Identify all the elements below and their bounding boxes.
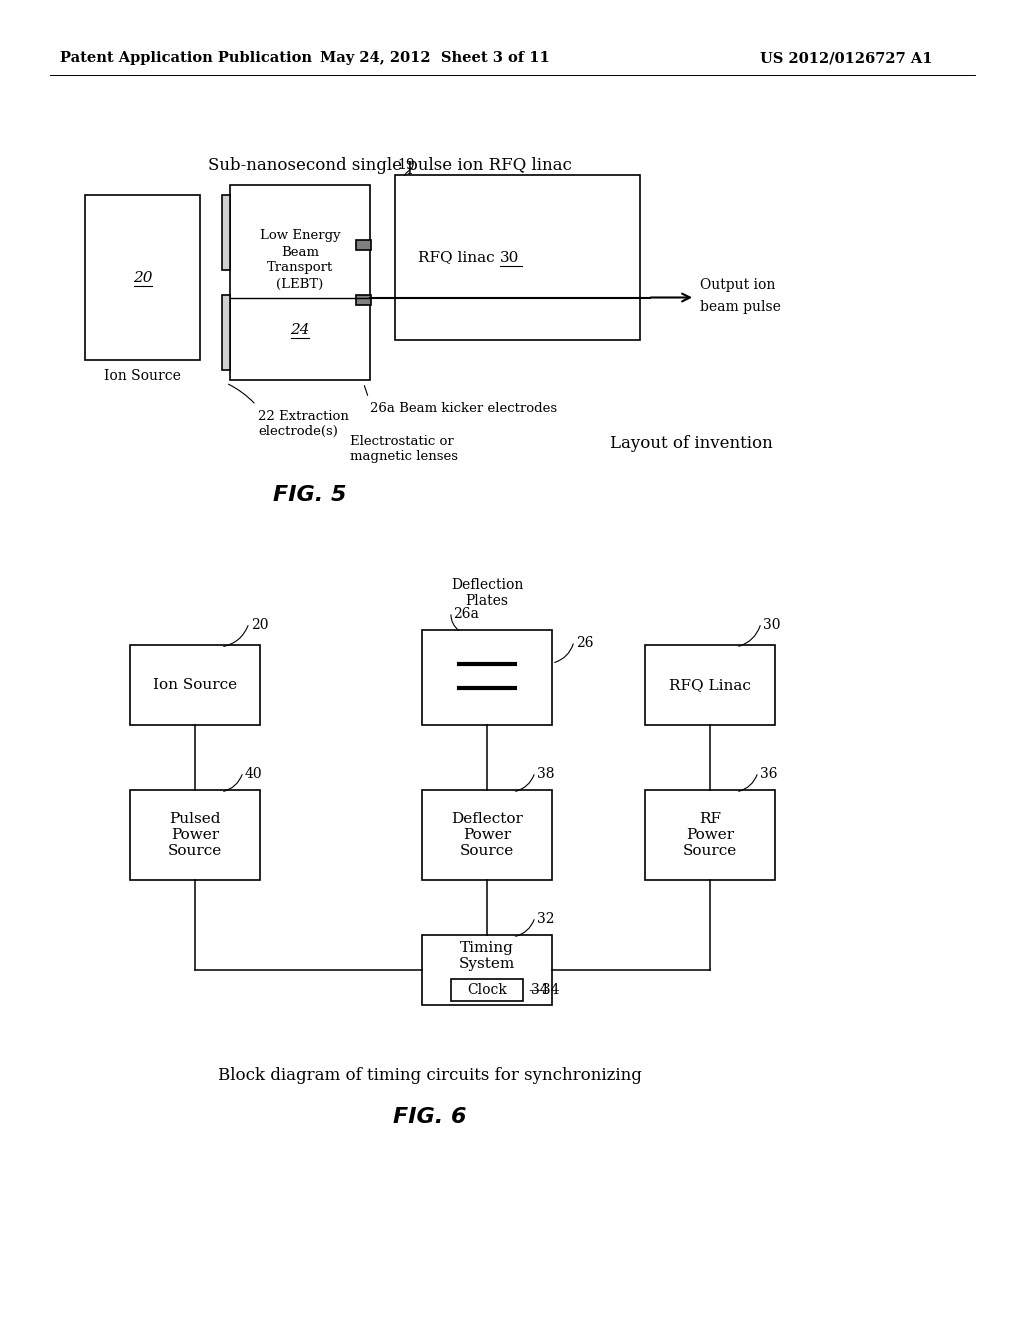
Text: beam pulse: beam pulse: [700, 301, 781, 314]
Text: 24: 24: [290, 323, 309, 337]
Text: Clock: Clock: [467, 983, 507, 997]
Text: May 24, 2012  Sheet 3 of 11: May 24, 2012 Sheet 3 of 11: [321, 51, 550, 65]
Bar: [356, 294, 371, 305]
Text: 34: 34: [531, 983, 549, 997]
Bar: [222, 294, 230, 370]
Text: 32: 32: [537, 912, 555, 927]
Text: Patent Application Publication: Patent Application Publication: [60, 51, 312, 65]
Text: RFQ linac: RFQ linac: [418, 251, 500, 264]
Text: 22 Extraction
electrode(s): 22 Extraction electrode(s): [258, 411, 349, 438]
Text: FIG. 5: FIG. 5: [273, 484, 347, 506]
Text: 19: 19: [397, 158, 415, 172]
Bar: [645, 789, 775, 880]
Text: Deflector
Power
Source: Deflector Power Source: [451, 812, 523, 858]
Bar: [222, 195, 230, 271]
Bar: [451, 979, 523, 1001]
Text: Electrostatic or
magnetic lenses: Electrostatic or magnetic lenses: [350, 436, 458, 463]
Text: Sub-nanosecond single pulse ion RFQ linac: Sub-nanosecond single pulse ion RFQ lina…: [208, 157, 572, 173]
Bar: [422, 789, 552, 880]
Bar: [395, 176, 640, 341]
Text: 26a Beam kicker electrodes: 26a Beam kicker electrodes: [371, 403, 558, 414]
Text: 20: 20: [133, 271, 153, 285]
Text: US 2012/0126727 A1: US 2012/0126727 A1: [760, 51, 933, 65]
Text: Timing
System: Timing System: [459, 941, 515, 972]
Text: 30: 30: [763, 618, 780, 632]
Bar: [645, 645, 775, 725]
Text: 30: 30: [500, 251, 519, 264]
Text: Ion Source: Ion Source: [104, 370, 181, 383]
Bar: [422, 935, 552, 1005]
Text: Block diagram of timing circuits for synchronizing: Block diagram of timing circuits for syn…: [218, 1067, 642, 1084]
Text: —34: —34: [528, 983, 559, 997]
Text: RFQ Linac: RFQ Linac: [669, 678, 751, 692]
Text: Layout of invention: Layout of invention: [610, 436, 773, 451]
Text: Ion Source: Ion Source: [153, 678, 238, 692]
Text: FIG. 6: FIG. 6: [393, 1107, 467, 1127]
Bar: [356, 240, 371, 249]
Text: Deflection
Plates: Deflection Plates: [451, 578, 523, 609]
Bar: [130, 789, 260, 880]
Bar: [85, 195, 200, 360]
Text: 36: 36: [760, 767, 777, 781]
Bar: [422, 630, 552, 725]
Text: Low Energy
Beam
Transport
(LEBT): Low Energy Beam Transport (LEBT): [260, 230, 340, 290]
Text: Output ion: Output ion: [700, 279, 775, 293]
Text: Pulsed
Power
Source: Pulsed Power Source: [168, 812, 222, 858]
Bar: [130, 645, 260, 725]
Text: 20: 20: [251, 618, 268, 632]
Text: 40: 40: [245, 767, 262, 781]
Text: 26a: 26a: [453, 607, 479, 620]
Text: 26: 26: [575, 636, 594, 651]
Text: 38: 38: [537, 767, 555, 781]
Text: RF
Power
Source: RF Power Source: [683, 812, 737, 858]
Bar: [230, 185, 370, 380]
